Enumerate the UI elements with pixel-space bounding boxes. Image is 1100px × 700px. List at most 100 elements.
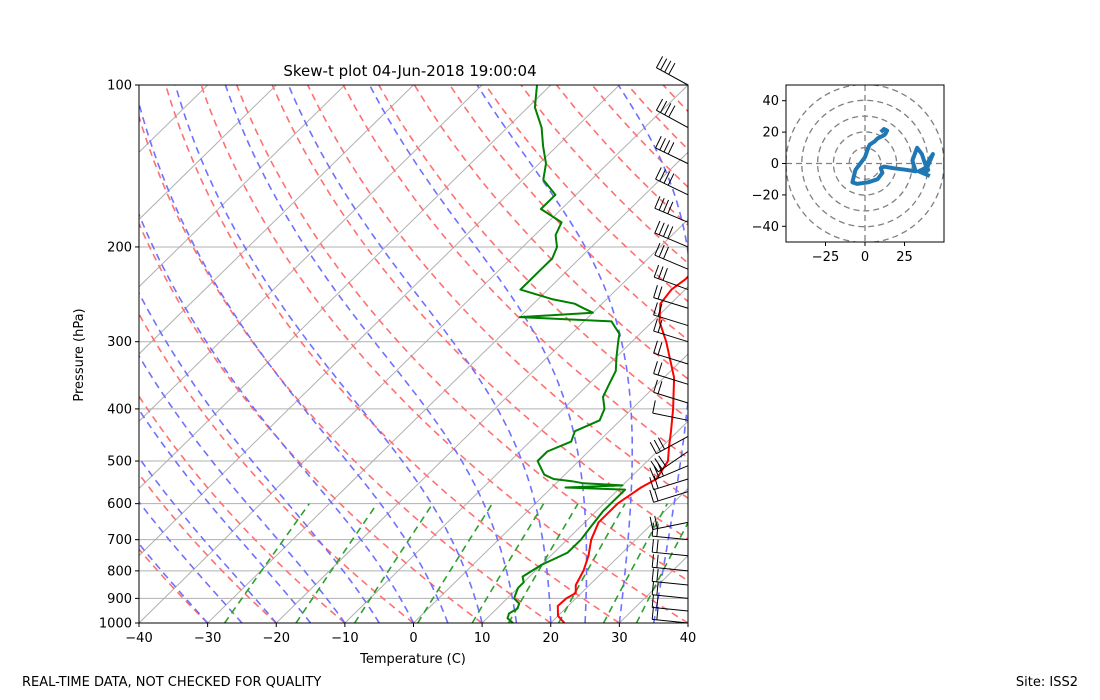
x-tick-label: 40 bbox=[680, 631, 697, 646]
x-tick-label: 0 bbox=[409, 631, 417, 646]
hodograph-y-tick-label: −40 bbox=[752, 220, 779, 235]
wind-barb bbox=[649, 488, 689, 503]
isotherm bbox=[207, 151, 688, 623]
y-tick-label: 900 bbox=[107, 592, 132, 607]
isotherm bbox=[139, 85, 483, 422]
hodograph-y-tick-label: 0 bbox=[771, 157, 779, 172]
isotherm bbox=[139, 85, 208, 153]
dry-adiabat bbox=[520, 85, 688, 265]
wind-barb bbox=[653, 361, 689, 385]
moist-adiabat bbox=[139, 354, 346, 623]
hodograph-x-tick-label: −25 bbox=[812, 250, 839, 265]
temperature-profile bbox=[556, 275, 688, 623]
dry-adiabat bbox=[200, 85, 688, 623]
isotherm bbox=[275, 218, 688, 623]
dry-adiabat bbox=[139, 221, 483, 623]
isotherm bbox=[139, 85, 620, 557]
wind-barb bbox=[653, 302, 689, 327]
hodograph-y-tick-label: 20 bbox=[762, 126, 779, 141]
x-tick-label: 10 bbox=[474, 631, 491, 646]
wind-barb bbox=[654, 220, 689, 248]
wind-barb bbox=[655, 56, 689, 86]
wind-barb bbox=[653, 285, 689, 309]
dry-adiabat bbox=[734, 85, 1100, 623]
isotherm bbox=[481, 420, 688, 623]
footer-disclaimer: REAL-TIME DATA, NOT CHECKED FOR QUALITY bbox=[22, 675, 321, 690]
moist-adiabat bbox=[139, 408, 312, 623]
wind-barb bbox=[653, 264, 689, 291]
wind-barb bbox=[651, 554, 689, 572]
moist-adiabat bbox=[139, 212, 415, 623]
dry-adiabat bbox=[235, 85, 688, 582]
y-tick-label: 700 bbox=[107, 533, 132, 548]
wind-barb bbox=[649, 515, 689, 530]
wind-barb bbox=[649, 463, 689, 481]
skewt-plot-area bbox=[138, 84, 1100, 624]
x-tick-label: 30 bbox=[611, 631, 628, 646]
y-tick-label: 300 bbox=[107, 335, 132, 350]
y-tick-label: 100 bbox=[107, 79, 132, 94]
mixing-ratio-line bbox=[223, 503, 310, 623]
x-tick-label: −40 bbox=[125, 631, 152, 646]
isotherm bbox=[139, 85, 414, 355]
moist-adiabat bbox=[139, 100, 449, 623]
dry-adiabat bbox=[139, 547, 209, 623]
wind-barb bbox=[655, 136, 689, 165]
mixing-ratio-line bbox=[635, 521, 688, 623]
mixing-ratio-line bbox=[295, 503, 378, 623]
moist-adiabat bbox=[139, 542, 209, 623]
y-tick-label: 1000 bbox=[99, 617, 132, 632]
moist-adiabat bbox=[368, 85, 588, 623]
dry-adiabat bbox=[139, 312, 414, 623]
wind-barb bbox=[654, 196, 689, 223]
hodograph-x-tick-label: 25 bbox=[896, 250, 913, 265]
isotherm bbox=[139, 85, 346, 288]
dry-adiabat bbox=[413, 85, 688, 380]
mixing-ratio-line bbox=[602, 503, 669, 623]
dry-adiabat bbox=[306, 85, 688, 500]
hodograph: −25 0 25 −40 −20 0 20 40 bbox=[752, 84, 945, 265]
y-tick-label: 200 bbox=[107, 240, 132, 255]
y-tick-label: 500 bbox=[107, 455, 132, 470]
x-tick-label: −10 bbox=[331, 631, 358, 646]
dry-adiabat bbox=[555, 85, 688, 227]
mixing-ratio-line bbox=[557, 503, 626, 623]
mixing-ratio-line bbox=[353, 503, 434, 623]
moist-adiabat bbox=[139, 291, 380, 623]
moist-adiabat bbox=[139, 500, 243, 623]
wind-barb bbox=[654, 243, 689, 270]
wind-barb bbox=[653, 340, 689, 365]
dry-adiabat bbox=[271, 85, 688, 541]
isotherm bbox=[344, 286, 688, 623]
dewpoint-profile bbox=[506, 85, 627, 623]
chart-title: Skew-t plot 04-Jun-2018 19:00:04 bbox=[283, 62, 536, 80]
footer-site: Site: ISS2 bbox=[1016, 675, 1078, 690]
moist-adiabat bbox=[174, 85, 483, 623]
dry-adiabat bbox=[378, 85, 688, 420]
wind-barb bbox=[650, 451, 689, 473]
wind-barb bbox=[655, 167, 689, 196]
hodograph-y-tick-label: 40 bbox=[762, 94, 779, 109]
wind-barb bbox=[649, 475, 689, 491]
wind-barb bbox=[651, 523, 689, 541]
isotherm bbox=[139, 85, 277, 221]
wind-barb bbox=[653, 318, 689, 343]
wind-barb bbox=[651, 539, 689, 557]
wind-barbs bbox=[649, 56, 689, 624]
wind-barb bbox=[651, 606, 689, 624]
y-tick-label: 400 bbox=[107, 402, 132, 417]
mixing-ratio-line bbox=[471, 503, 545, 623]
wind-barb bbox=[651, 568, 689, 586]
dry-adiabat bbox=[770, 85, 1100, 623]
hodograph-trace bbox=[850, 127, 935, 186]
isotherm bbox=[139, 85, 688, 623]
y-tick-label: 800 bbox=[107, 564, 132, 579]
x-tick-label: −20 bbox=[263, 631, 290, 646]
isotherm bbox=[687, 622, 688, 623]
dry-adiabat bbox=[342, 85, 688, 459]
moist-adiabat bbox=[617, 85, 688, 623]
isotherm bbox=[413, 353, 688, 623]
moist-adiabat bbox=[139, 456, 277, 623]
dry-adiabat bbox=[164, 85, 620, 623]
dry-adiabat bbox=[139, 114, 552, 623]
